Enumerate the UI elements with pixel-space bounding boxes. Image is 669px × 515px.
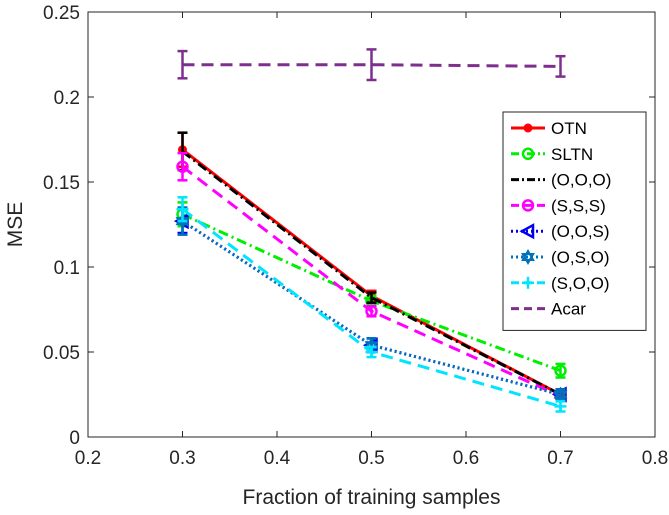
x-tick-label: 0.5 <box>358 448 384 469</box>
legend-label: SLTN <box>551 145 593 164</box>
error-bar <box>366 48 377 82</box>
x-tick-label: 0.3 <box>169 448 195 469</box>
series-line <box>181 150 562 396</box>
data-point <box>554 364 567 377</box>
legend-label: Acar <box>551 300 586 319</box>
legend-label: (O,S,O) <box>551 248 610 267</box>
data-point <box>554 400 567 413</box>
legend-marker <box>522 276 534 289</box>
series-(S,O,O) <box>176 196 567 413</box>
data-point <box>176 203 189 216</box>
error-bar <box>366 291 377 304</box>
x-axis-label: Fraction of training samples <box>243 486 501 509</box>
legend-item: Acar <box>511 300 586 319</box>
legend-item: (O,O,S) <box>511 222 610 241</box>
error-bar <box>555 54 566 78</box>
ticks-layer: 0.2 0.3 0.4 0.5 0.6 0.7 0.8 0 0.05 0.1 0.15 0.2 0.25 <box>43 3 668 469</box>
y-tick-label: 0.15 <box>43 173 80 194</box>
data-point <box>553 386 568 403</box>
x-tick-label: 0.8 <box>642 448 668 469</box>
legend-item: (O,O,O) <box>511 171 611 190</box>
series-layer <box>173 48 568 413</box>
x-tick-label: 0.7 <box>547 448 573 469</box>
legend-item: (O,S,O) <box>511 248 610 267</box>
series-line <box>182 63 561 68</box>
data-point <box>365 346 378 358</box>
series-Acar <box>177 48 566 82</box>
legend-label: OTN <box>551 119 587 138</box>
legend-marker <box>521 249 535 265</box>
legend-item: OTN <box>511 119 587 138</box>
legend-marker <box>521 147 535 161</box>
legend-label: (S,S,S) <box>551 196 606 215</box>
x-tick-label: 0.2 <box>75 448 101 469</box>
legend-marker <box>521 199 535 212</box>
legend-label: (S,O,O) <box>551 274 610 293</box>
legend-item: (S,S,S) <box>511 196 606 215</box>
legend-marker <box>523 123 533 133</box>
legend-marker <box>519 223 535 240</box>
legend-item: SLTN <box>511 145 593 164</box>
data-point <box>176 160 189 173</box>
x-tick-label: 0.6 <box>453 448 479 469</box>
y-axis-label: MSE <box>4 202 27 248</box>
y-tick-label: 0.1 <box>54 258 80 279</box>
legend-label: (O,O,O) <box>551 171 611 190</box>
y-tick-label: 0.25 <box>43 3 80 24</box>
y-tick-label: 0.2 <box>54 88 80 109</box>
legend: OTN SLTN (O,O,O) (S,S,S) (O,O,S) (O,S,O) (S,O,… <box>502 111 647 331</box>
y-tick-label: 0.05 <box>43 343 80 364</box>
x-tick-label: 0.4 <box>264 448 291 469</box>
error-bar <box>177 151 188 182</box>
legend-label: (O,O,S) <box>551 222 610 241</box>
error-bar <box>177 49 188 80</box>
data-point <box>365 304 378 318</box>
y-tick-label: 0 <box>69 428 80 449</box>
legend-item: (S,O,O) <box>511 274 610 293</box>
